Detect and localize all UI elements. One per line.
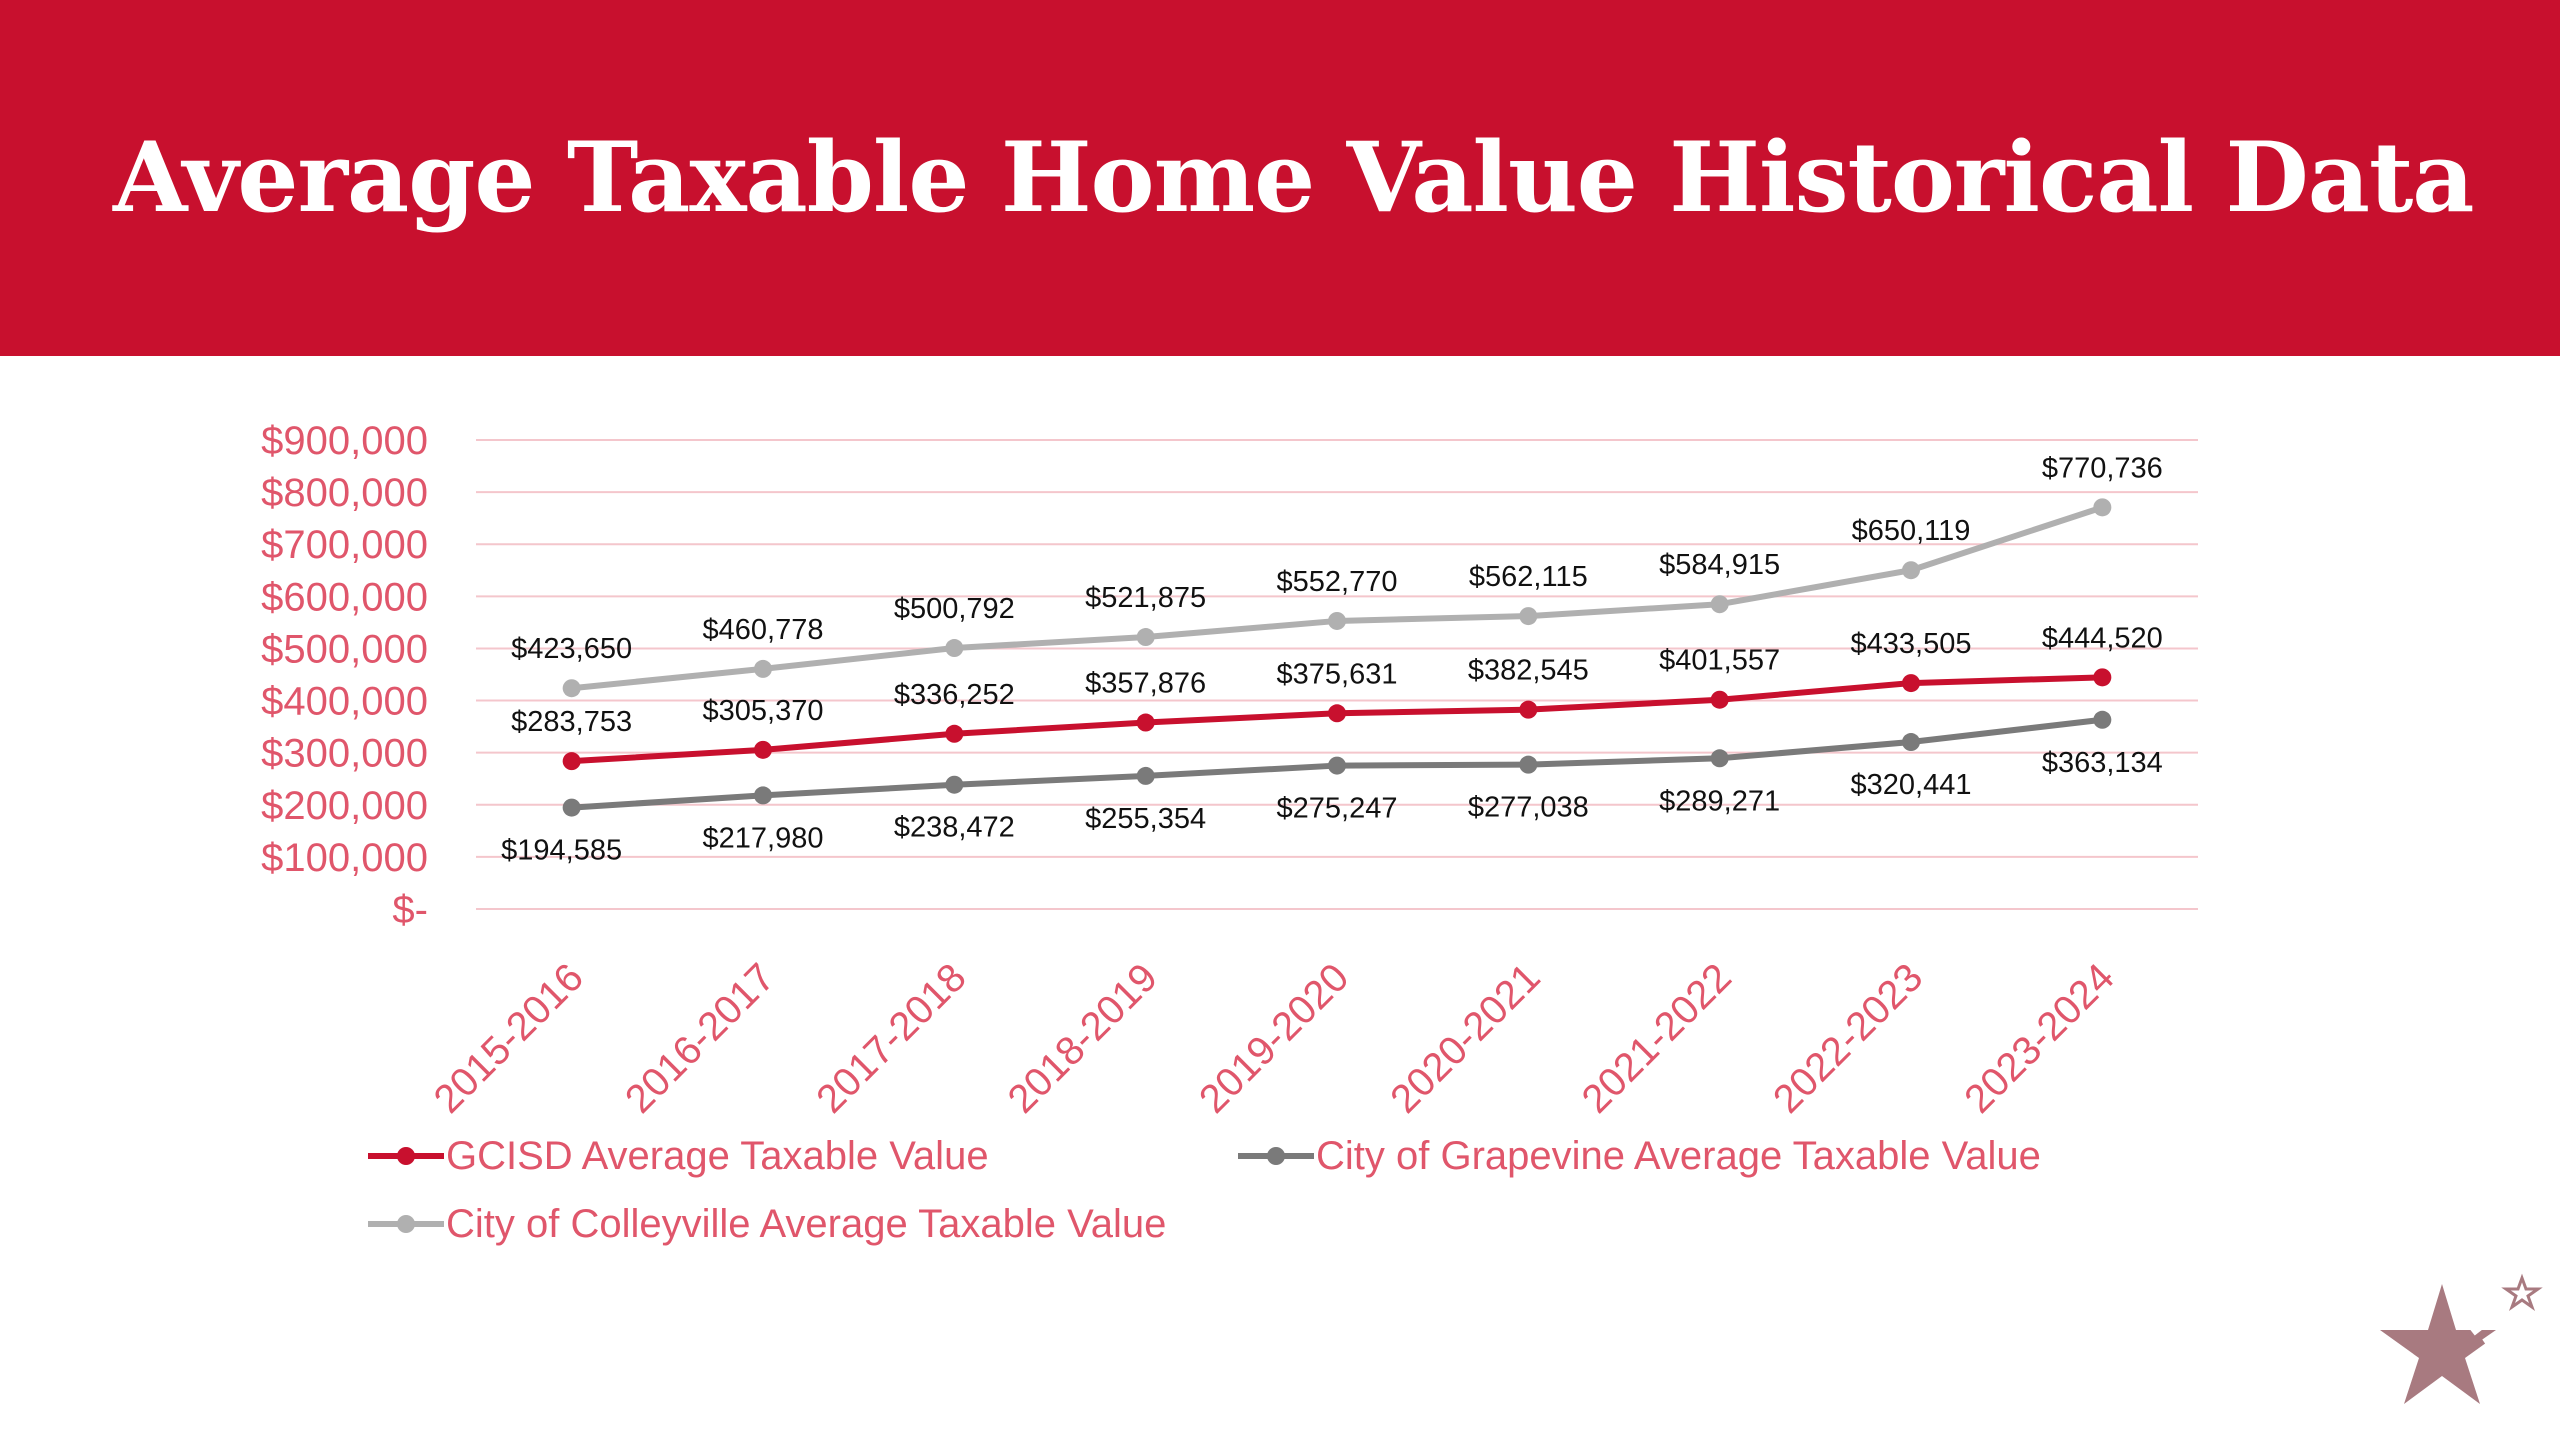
y-tick-label: $400,000 xyxy=(261,680,428,724)
data-point xyxy=(1710,749,1729,768)
data-label: $289,271 xyxy=(1659,785,1780,817)
data-point xyxy=(1902,674,1920,693)
data-label: $275,247 xyxy=(1277,793,1398,825)
series-lines xyxy=(562,498,2112,817)
data-label: $650,119 xyxy=(1852,515,1971,547)
data-point xyxy=(1902,561,1920,580)
data-label: $584,915 xyxy=(1659,549,1780,581)
x-tick-label: 2015-2016 xyxy=(426,955,592,1121)
data-point xyxy=(754,740,772,759)
data-label: $562,115 xyxy=(1469,561,1588,593)
data-point xyxy=(2093,498,2112,517)
data-label: $433,505 xyxy=(1851,628,1972,660)
data-label: $336,252 xyxy=(894,679,1015,711)
data-label: $375,631 xyxy=(1277,658,1398,690)
data-point xyxy=(945,724,964,743)
data-point xyxy=(2093,668,2112,687)
legend-marker xyxy=(397,1147,415,1165)
data-point xyxy=(1136,713,1155,732)
data-point xyxy=(1328,756,1346,775)
y-tick-label: $- xyxy=(392,888,428,932)
x-axis-ticks: 2015-2016 2016-2017 2017-2018 2018-2019 2019… xyxy=(426,955,2123,1121)
data-point xyxy=(1519,755,1538,774)
data-point xyxy=(1902,733,1920,752)
x-tick-label: 2020-2021 xyxy=(1382,955,1548,1121)
shooting-star-icon xyxy=(2380,1273,2543,1404)
data-label: $444,520 xyxy=(2042,622,2163,654)
x-tick-label: 2018-2019 xyxy=(1000,955,1166,1121)
y-tick-label: $900,000 xyxy=(261,419,428,463)
title-banner: Average Taxable Home Value Historical Da… xyxy=(0,0,2560,356)
data-point xyxy=(945,639,964,658)
data-point xyxy=(754,659,772,678)
data-label: $320,441 xyxy=(1851,769,1972,801)
data-label: $305,370 xyxy=(703,695,824,727)
x-tick-label: 2019-2020 xyxy=(1191,955,1357,1121)
data-label: $363,134 xyxy=(2042,747,2163,779)
legend-label: City of Grapevine Average Taxable Value xyxy=(1316,1134,2041,1178)
legend-marker xyxy=(397,1215,415,1233)
data-point xyxy=(562,679,581,698)
data-label: $552,770 xyxy=(1277,566,1398,598)
data-point xyxy=(1710,690,1729,709)
data-label: $277,038 xyxy=(1468,792,1589,824)
data-label: $357,876 xyxy=(1085,668,1206,700)
data-label: $382,545 xyxy=(1468,655,1589,687)
data-point xyxy=(1136,766,1155,785)
data-point xyxy=(754,786,772,805)
data-label: $194,585 xyxy=(501,835,622,867)
data-label: $217,980 xyxy=(703,822,824,854)
y-tick-label: $100,000 xyxy=(261,836,428,880)
data-point xyxy=(1710,595,1729,614)
y-tick-label: $300,000 xyxy=(261,732,428,776)
data-point xyxy=(1328,704,1346,723)
data-label: $500,792 xyxy=(894,593,1015,625)
data-point xyxy=(1136,628,1155,647)
data-label: $238,472 xyxy=(894,812,1015,844)
x-tick-label: 2023-2024 xyxy=(1956,955,2122,1121)
data-point xyxy=(1519,700,1538,719)
data-label: $770,736 xyxy=(2042,452,2163,484)
data-point xyxy=(2093,710,2112,729)
data-point xyxy=(1328,611,1346,630)
slide-title: Average Taxable Home Value Historical Da… xyxy=(113,121,2474,234)
y-tick-label: $700,000 xyxy=(261,523,428,567)
data-label: $423,650 xyxy=(511,633,632,665)
x-tick-label: 2022-2023 xyxy=(1765,955,1931,1121)
y-axis-ticks: $- $100,000 $200,000 $300,000 $400,000 $500,0… xyxy=(261,419,428,932)
data-point xyxy=(562,798,581,817)
x-tick-label: 2021-2022 xyxy=(1574,955,1740,1121)
line-chart: $- $100,000 $200,000 $300,000 $400,000 $500,0… xyxy=(261,419,2198,1246)
data-label: $521,875 xyxy=(1085,582,1206,614)
data-label: $283,753 xyxy=(511,706,632,738)
data-labels: $283,753 $305,370 $336,252 $357,876 $375,631… xyxy=(501,452,2163,866)
data-label: $255,354 xyxy=(1085,803,1206,835)
data-label: $401,557 xyxy=(1659,645,1780,677)
y-tick-label: $200,000 xyxy=(261,784,428,828)
legend: GCISD Average Taxable Value City of Grape… xyxy=(368,1134,2041,1246)
legend-marker xyxy=(1267,1147,1285,1165)
legend-label: GCISD Average Taxable Value xyxy=(446,1134,989,1178)
data-point xyxy=(562,752,581,771)
y-tick-label: $500,000 xyxy=(261,627,428,671)
x-tick-label: 2017-2018 xyxy=(808,955,974,1121)
data-label: $460,778 xyxy=(703,614,824,646)
data-point xyxy=(1519,607,1538,626)
y-tick-label: $800,000 xyxy=(261,471,428,515)
x-tick-label: 2016-2017 xyxy=(617,955,783,1121)
data-point xyxy=(945,775,964,794)
legend-label: City of Colleyville Average Taxable Valu… xyxy=(446,1202,1166,1246)
y-tick-label: $600,000 xyxy=(261,575,428,619)
